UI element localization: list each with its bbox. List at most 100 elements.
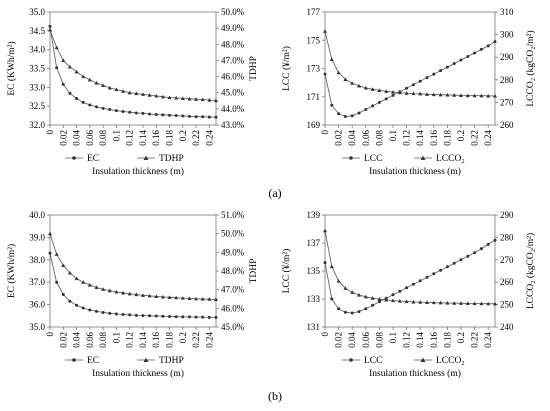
y-left-tick-label: 33.5 — [29, 64, 45, 74]
series-point-TDHP — [134, 91, 139, 96]
chart-a-ec-tdhp: 32.0 32.5 33.0 33.5 34.0 34.5 35.0 43.0% 44.0% 45… — [6, 7, 259, 177]
y-left-tick-label: 36.0 — [29, 300, 45, 310]
y-left-tick-label: 139 — [307, 210, 321, 220]
series-point-EC — [88, 308, 92, 312]
series-point-LCC — [445, 65, 449, 69]
series-line-LCC — [324, 41, 496, 117]
series-point-TDHP — [194, 296, 199, 301]
series-point-TDHP — [147, 293, 152, 298]
x-tick-label: 0.18 — [442, 130, 452, 146]
x-tick-label: 0 — [45, 332, 55, 337]
series-point-LCC — [493, 40, 497, 44]
series-point-LCC — [466, 254, 470, 258]
y-left-tick-label: 173 — [307, 64, 321, 74]
series-point-EC — [68, 91, 72, 95]
x-tick-label: 0.24 — [483, 332, 493, 348]
series-point-LCC — [425, 275, 429, 279]
x-tick-label: 0.1 — [111, 130, 121, 141]
series-point-LCCO₂ — [363, 85, 368, 90]
legend-label-EC: EC — [87, 154, 99, 164]
series-point-TDHP — [167, 95, 172, 100]
series-point-LCC — [452, 62, 456, 66]
series-point-EC — [61, 293, 65, 297]
x-axis-label: Insulation thickness (m) — [92, 368, 184, 379]
series-point-LCCO₂ — [329, 57, 334, 62]
series-point-LCC — [323, 72, 327, 76]
y-left-tick-label: 32.0 — [29, 120, 45, 130]
series-point-TDHP — [134, 292, 139, 297]
series-point-LCCO₂ — [350, 81, 355, 85]
series-point-LCCO₂ — [357, 292, 361, 297]
series-point-LCC — [405, 86, 409, 90]
y-left-tick-label: 177 — [307, 7, 321, 17]
y-left-tick-label: 35.0 — [29, 322, 45, 332]
series-point-TDHP — [74, 276, 79, 281]
series-point-LCCO₂ — [431, 300, 436, 305]
series-point-EC — [68, 299, 72, 303]
series-point-EC — [141, 111, 145, 115]
series-point-LCC — [479, 47, 483, 51]
series-point-LCCO₂ — [323, 29, 327, 33]
y-left-tick-label: 175 — [307, 35, 321, 45]
series-point-EC — [121, 312, 125, 316]
series-point-EC — [201, 315, 205, 319]
series-point-LCCO₂ — [438, 92, 443, 97]
series-point-TDHP — [67, 270, 72, 275]
series-point-EC — [134, 313, 138, 317]
series-point-LCCO₂ — [323, 228, 327, 233]
y-left-tick-label: 37.0 — [29, 277, 45, 287]
series-point-TDHP — [107, 85, 112, 90]
legend-marker — [349, 358, 353, 362]
series-point-TDHP — [48, 231, 52, 236]
series-point-LCC — [486, 242, 490, 246]
series-point-LCCO₂ — [343, 77, 348, 81]
x-tick-label: 0.12 — [402, 332, 412, 348]
series-point-EC — [75, 303, 79, 307]
series-point-EC — [75, 97, 79, 101]
x-tick-label: 0.22 — [191, 130, 201, 146]
series-point-EC — [187, 114, 191, 118]
series-point-TDHP — [81, 280, 86, 284]
series-line-TDHP — [49, 233, 217, 300]
series-point-EC — [128, 313, 132, 317]
series-point-LCC — [343, 310, 347, 314]
x-tick-label: 0.16 — [151, 130, 161, 146]
y-right-axis-label: LCCO₂ (kgCO₂/m²) — [525, 233, 536, 309]
series-point-LCCO₂ — [411, 91, 416, 96]
series-line-LCCO₂ — [324, 230, 496, 305]
series-point-TDHP — [61, 58, 66, 63]
series-point-LCCO₂ — [329, 264, 334, 269]
y-left-tick-label: 34.5 — [29, 26, 45, 36]
series-point-LCC — [411, 282, 415, 286]
x-tick-label: 0.18 — [165, 332, 175, 348]
series-point-TDHP — [61, 263, 66, 267]
y-left-tick-label: 32.5 — [29, 101, 45, 111]
x-tick-label: 0.24 — [204, 130, 214, 146]
series-point-LCC — [493, 238, 497, 242]
series-point-EC — [108, 108, 112, 112]
y-right-tick-label: 280 — [500, 75, 514, 85]
series-point-LCCO₂ — [397, 299, 402, 303]
series-point-LCCO₂ — [384, 89, 389, 93]
series-point-EC — [174, 114, 178, 118]
series-point-LCCO₂ — [391, 298, 395, 303]
y-right-tick-label: 290 — [500, 52, 514, 62]
series-point-TDHP — [94, 285, 99, 290]
y-left-tick-label: 137 — [307, 238, 321, 248]
series-point-TDHP — [214, 297, 218, 301]
series-point-LCCO₂ — [418, 300, 423, 304]
series-point-EC — [187, 315, 191, 319]
series-point-EC — [88, 103, 92, 107]
series-point-TDHP — [140, 293, 145, 297]
series-point-EC — [181, 315, 185, 319]
y-right-tick-label: 48.0% — [221, 39, 245, 49]
series-point-LCCO₂ — [431, 92, 436, 97]
series-point-LCCO₂ — [397, 90, 402, 95]
series-point-LCC — [459, 258, 463, 262]
series-point-EC — [128, 110, 132, 114]
legend-marker — [143, 155, 149, 160]
y-left-tick-label: 131 — [307, 322, 321, 332]
legend-marker — [420, 357, 426, 362]
